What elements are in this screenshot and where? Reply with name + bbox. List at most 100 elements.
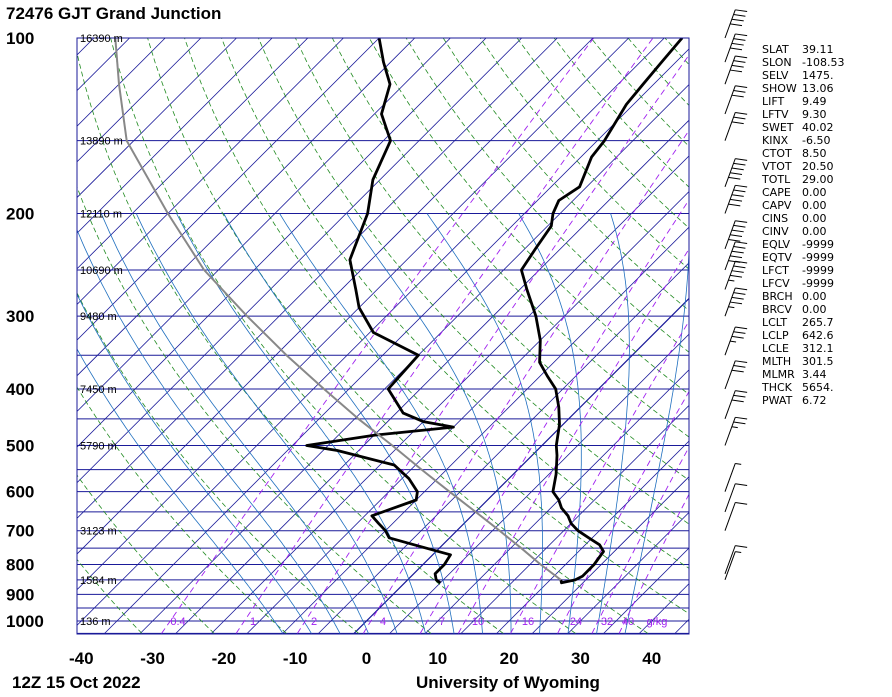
temperature-tick-label: 20 (500, 649, 519, 668)
wind-barb-half-flag (735, 462, 742, 465)
index-key: LCLE (762, 342, 789, 355)
index-key: PWAT (762, 394, 793, 407)
height-label: 12110 m (80, 209, 122, 221)
moist-adiabat-line (77, 293, 312, 634)
wind-barb (724, 502, 748, 531)
mixing-ratio-line (591, 446, 689, 634)
chart-title: 72476 GJT Grand Junction (6, 4, 222, 23)
height-label: 13890 m (80, 136, 123, 148)
wind-barb (724, 360, 748, 390)
wind-barb-half-flag (728, 306, 735, 309)
index-row: MLMR 3.44 (762, 368, 844, 381)
isotherm-line (77, 38, 451, 412)
mixing-ratio-line (419, 199, 689, 634)
wind-barb-staff (724, 483, 736, 513)
index-row: CTOT 8.50 (762, 147, 844, 160)
wind-barb-flag (731, 335, 744, 339)
index-value: 0.00 (802, 199, 827, 212)
wind-barb-staff (724, 463, 736, 492)
isotherm-line (77, 38, 309, 270)
index-row: SWET 40.02 (762, 121, 844, 134)
moist-adiabat-line (176, 213, 426, 634)
wind-barb-flag (733, 224, 746, 228)
index-value: 301.5 (802, 355, 834, 368)
index-key: SLON (762, 56, 792, 69)
index-key: BRCH (762, 290, 793, 303)
index-key: MLTH (762, 355, 792, 368)
index-value: 8.50 (802, 147, 827, 160)
wind-barb-flag (735, 111, 748, 115)
index-value: 6.72 (802, 394, 827, 407)
dry-adiabat-line (627, 38, 689, 106)
dry-adiabat-line (147, 38, 649, 634)
wind-barb (724, 545, 748, 574)
temperature-tick-label: 10 (428, 649, 447, 668)
index-value: -9999 (802, 251, 834, 264)
index-row: SELV 1475. (762, 69, 844, 82)
wind-barb-flag (730, 234, 743, 238)
mixing-ratio-label: 2 (311, 616, 317, 628)
index-key: BRCV (762, 303, 792, 316)
wind-barb-staff (724, 551, 736, 581)
wind-barb-flag (735, 184, 748, 188)
thermo-grid (0, 38, 689, 634)
index-row: PWAT 6.72 (762, 394, 844, 407)
stability-indices-table: SLAT 39.11 SLON -108.53 SELV 1475. SHOW 13.06 LI… (762, 43, 844, 407)
index-value: 9.49 (802, 95, 827, 108)
index-row: CAPE 0.00 (762, 186, 844, 199)
wind-barb-flag (731, 250, 744, 254)
isotherm-line (77, 38, 416, 377)
isotherm-line (0, 38, 23, 633)
pressure-tick-label: 700 (6, 522, 34, 541)
wind-barb-flag (730, 172, 743, 175)
index-value: -9999 (802, 277, 834, 290)
isotherm-line (425, 369, 689, 634)
mixing-ratio-label: g/kg (647, 616, 668, 628)
moist-adiabat-line (346, 213, 512, 634)
index-key: MLMR (762, 368, 795, 381)
moist-adiabat-line (135, 213, 398, 634)
wind-barb (724, 184, 748, 214)
mixing-ratio-line (235, 38, 654, 634)
isotherm-line (77, 38, 380, 341)
wind-barb-flag (731, 194, 744, 197)
dry-adiabat-line (258, 38, 689, 525)
wind-barb-flag (735, 416, 748, 420)
index-row: SLON -108.53 (762, 56, 844, 69)
height-label: 5790 m (80, 440, 117, 452)
dry-adiabat-line (77, 185, 432, 634)
index-row: SLAT 39.11 (762, 43, 844, 56)
index-row: MLTH 301.5 (762, 355, 844, 368)
wind-barb-flag (735, 55, 748, 59)
isotherm-line (77, 38, 344, 306)
wind-barb-flag (731, 167, 744, 171)
temperature-tick-label: 40 (642, 649, 661, 668)
wind-barb (724, 260, 748, 290)
index-row: THCK 5654. (762, 381, 844, 394)
pressure-tick-label: 400 (6, 380, 34, 399)
index-key: CINV (762, 225, 789, 238)
dry-adiabat-line (77, 474, 215, 634)
index-row: BRCH 0.00 (762, 290, 844, 303)
index-value: 0.00 (802, 212, 827, 225)
isotherm-line (77, 38, 487, 448)
mixing-ratio-label: 24 (570, 616, 582, 628)
index-value: 0.00 (802, 303, 827, 316)
height-label: 10690 m (80, 265, 123, 277)
wind-barb-flag (731, 229, 744, 233)
wind-barb-flag (733, 89, 746, 93)
moist-adiabat-line (100, 213, 369, 634)
wind-barb-flag (730, 198, 743, 202)
mixing-ratio-label: 1 (250, 616, 256, 628)
wind-barb (724, 220, 748, 250)
isotherm-line (77, 38, 522, 484)
plot-frame (76, 37, 690, 635)
index-row: BRCV 0.00 (762, 303, 844, 316)
index-key: EQTV (762, 251, 792, 264)
wind-barb (724, 55, 748, 85)
index-value: 642.6 (802, 329, 834, 342)
index-value: -6.50 (802, 134, 831, 147)
moist-adiabat-line (518, 213, 582, 634)
isotherm-line (77, 38, 130, 92)
